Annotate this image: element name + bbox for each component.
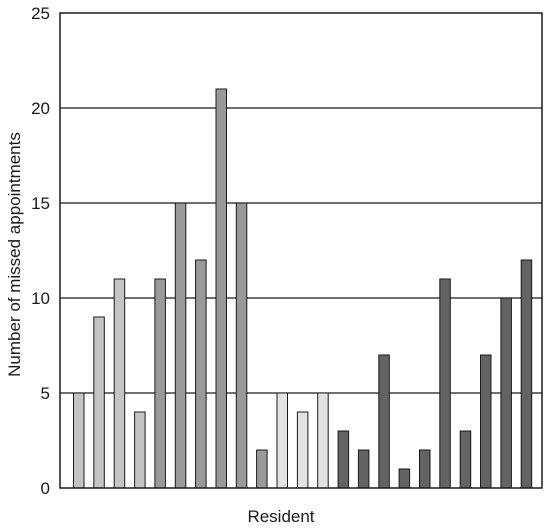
y-axis-title: Number of missed appointments (5, 132, 24, 377)
bar (357, 449, 370, 489)
bar (256, 449, 268, 489)
bar (459, 430, 472, 489)
bar (174, 202, 187, 489)
bar (296, 411, 309, 489)
bar (520, 259, 533, 489)
bar (276, 392, 288, 489)
bar (195, 259, 207, 489)
bar (134, 411, 146, 489)
y-tick-label: 10 (31, 289, 50, 308)
y-tick-label: 0 (41, 479, 50, 498)
bar (378, 354, 390, 489)
bars (73, 88, 533, 489)
bar (337, 430, 350, 489)
y-tick-labels: 0 5 10 15 20 25 (31, 4, 50, 498)
bar (113, 278, 126, 489)
bar (154, 278, 166, 489)
bar (235, 202, 248, 489)
bar (419, 449, 431, 489)
bar (398, 468, 411, 489)
bar (500, 297, 512, 489)
plot-frame (59, 12, 543, 489)
y-tick-label: 5 (41, 384, 50, 403)
x-axis-title: Resident (247, 507, 314, 526)
bar (439, 278, 451, 489)
y-tick-label: 15 (31, 194, 50, 213)
bar (93, 316, 105, 489)
bar (480, 354, 492, 489)
gridlines (60, 107, 542, 394)
bar (317, 392, 329, 489)
bar (215, 88, 227, 489)
y-tick-label: 20 (31, 99, 50, 118)
y-tick-label: 25 (31, 4, 50, 23)
bar (73, 392, 85, 489)
